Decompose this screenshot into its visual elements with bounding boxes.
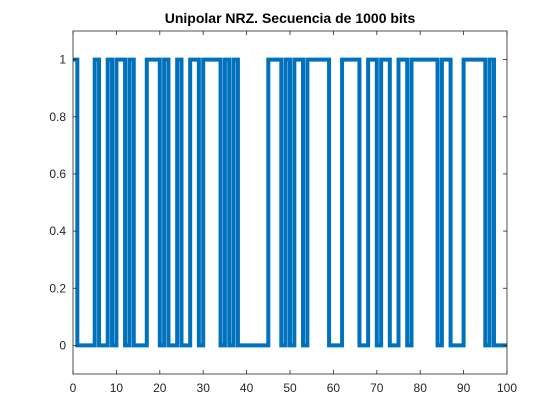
y-tick-label: 0 bbox=[59, 338, 66, 352]
x-tick-label: 100 bbox=[497, 381, 517, 395]
x-tick-label: 60 bbox=[327, 381, 341, 395]
x-tick-label: 10 bbox=[110, 381, 124, 395]
y-tick-label: 0.6 bbox=[49, 167, 66, 181]
chart-title: Unipolar NRZ. Secuencia de 1000 bits bbox=[165, 10, 416, 26]
x-tick-label: 0 bbox=[70, 381, 77, 395]
series-layer bbox=[73, 57, 507, 348]
x-tick-label: 90 bbox=[457, 381, 471, 395]
x-tick-label: 50 bbox=[283, 381, 297, 395]
signal-series-line bbox=[73, 57, 507, 348]
y-tick-label: 1 bbox=[59, 53, 66, 67]
y-tick-label: 0.4 bbox=[49, 224, 66, 238]
tick-layer: 0 10 20 30 40 50 60 70 80 90 100 0 0.2 0.4 0.6 0.8 1 bbox=[49, 31, 517, 395]
x-tick-label: 30 bbox=[197, 381, 211, 395]
y-tick-label: 0.2 bbox=[49, 281, 66, 295]
x-tick-label: 40 bbox=[240, 381, 254, 395]
x-tick-label: 80 bbox=[414, 381, 428, 395]
y-tick-label: 0.8 bbox=[49, 110, 66, 124]
x-tick-label: 20 bbox=[153, 381, 167, 395]
x-tick-label: 70 bbox=[370, 381, 384, 395]
